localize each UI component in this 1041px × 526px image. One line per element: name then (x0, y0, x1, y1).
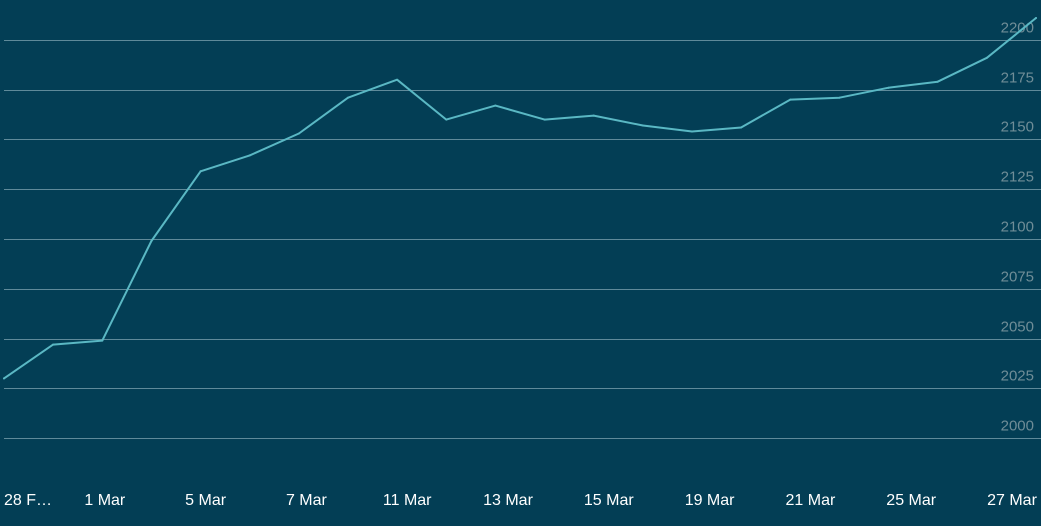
x-tick-label: 27 Mar (987, 492, 1037, 509)
data-point-13 (641, 124, 644, 127)
data-point-14 (691, 130, 693, 133)
data-point-0 (3, 377, 5, 380)
series-layer (3, 17, 1037, 380)
y-tick-label: 2125 (1001, 169, 1034, 186)
y-tick-label: 2075 (1001, 269, 1034, 286)
x-tick-label: 5 Mar (185, 492, 227, 509)
data-point-16 (789, 98, 792, 101)
series-line (3, 17, 1037, 380)
data-point-9 (445, 118, 448, 121)
data-point-12 (592, 114, 595, 117)
y-tick-label: 2000 (1001, 418, 1034, 435)
data-point-11 (543, 118, 546, 121)
data-point-8 (396, 78, 399, 81)
data-point-6 (297, 132, 300, 135)
x-tick-label: 1 Mar (84, 492, 126, 509)
data-point-2 (101, 339, 104, 342)
data-point-15 (740, 126, 743, 129)
x-tick-label: 25 Mar (886, 492, 936, 509)
y-tick-label: 2200 (1001, 20, 1034, 37)
data-point-4 (199, 170, 202, 173)
x-tick-label: 19 Mar (685, 492, 735, 509)
data-point-17 (838, 96, 841, 99)
data-point-3 (150, 240, 153, 242)
y-axis-tick-labels: 2000 2025 2050 2075 2100 2125 2150 2175 2200 (1001, 20, 1034, 435)
x-tick-label: 15 Mar (584, 492, 634, 509)
data-point-1 (52, 343, 55, 346)
x-tick-label: 11 Mar (383, 492, 432, 509)
x-tick-label: 21 Mar (786, 492, 836, 509)
data-point-18 (887, 86, 890, 89)
y-tick-label: 2025 (1001, 368, 1034, 385)
y-tick-label: 2100 (1001, 219, 1034, 236)
data-point-21 (1035, 17, 1037, 19)
data-point-5 (248, 154, 251, 157)
gridlines (4, 40, 1041, 439)
x-tick-label: 28 F… (4, 492, 52, 509)
y-tick-label: 2175 (1001, 70, 1034, 87)
x-tick-label: 13 Mar (483, 492, 533, 509)
data-point-10 (494, 104, 497, 107)
x-axis-tick-labels: 28 F… 1 Mar 5 Mar 7 Mar 11 Mar 13 Mar 15 Mar 19… (4, 492, 1038, 509)
data-point-19 (936, 80, 939, 83)
y-tick-label: 2150 (1001, 119, 1034, 136)
x-tick-label: 7 Mar (286, 492, 328, 509)
data-point-20 (985, 56, 988, 59)
y-tick-label: 2050 (1001, 319, 1034, 336)
data-point-7 (347, 96, 349, 99)
